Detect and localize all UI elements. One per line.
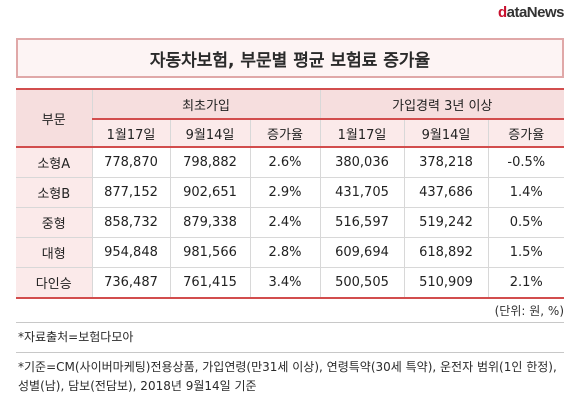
table-cell: 609,694 (320, 237, 405, 268)
divider (16, 352, 564, 353)
table-cell: 1.5% (488, 237, 564, 268)
table-row: 다인승 736,487 761,415 3.4% 500,505 510,909… (16, 267, 564, 299)
table-cell: 431,705 (320, 177, 405, 208)
table-cell: 378,218 (404, 147, 489, 178)
row-category: 중형 (16, 207, 93, 238)
table-cell: 736,487 (92, 267, 171, 299)
logo-letter-d: d (497, 4, 507, 21)
table-cell: 0.5% (488, 207, 564, 238)
table-cell: 519,242 (404, 207, 489, 238)
datanews-logo: dataNews (497, 4, 565, 21)
table-cell: 858,732 (92, 207, 171, 238)
divider (16, 322, 564, 323)
row-category: 소형A (16, 147, 93, 178)
table-cell: 618,892 (404, 237, 489, 268)
table-cell: 1.4% (488, 177, 564, 208)
table-cell: -0.5% (488, 147, 564, 178)
group-header-new-subscriber: 최초가입 (92, 88, 321, 120)
subheader-sep14: 9월14일 (170, 119, 251, 148)
source-note: *자료출처=보험다모아 (18, 330, 134, 344)
table-cell: 2.9% (250, 177, 321, 208)
table-cell: 798,882 (170, 147, 251, 178)
table-cell: 510,909 (404, 267, 489, 299)
criteria-note: *기준=CM(사이버마케팅)전용상품, 가입연령(만31세 이상), 연령특약(… (18, 360, 557, 393)
table-cell: 902,651 (170, 177, 251, 208)
table-cell: 954,848 (92, 237, 171, 268)
subheader-increase-rate: 증가율 (250, 119, 321, 148)
table-cell: 879,338 (170, 207, 251, 238)
table-cell: 2.8% (250, 237, 321, 268)
table-row: 중형 858,732 879,338 2.4% 516,597 519,242 … (16, 207, 564, 238)
table-title: 자동차보험, 부문별 평균 보험료 증가율 (16, 38, 564, 78)
subheader-increase-rate: 증가율 (488, 119, 564, 148)
table-cell: 380,036 (320, 147, 405, 178)
table-cell: 761,415 (170, 267, 251, 299)
table-cell: 778,870 (92, 147, 171, 178)
premium-increase-table: 부문 최초가입 가입경력 3년 이상 1월17일 9월14일 증가율 1월17일… (16, 88, 564, 299)
table-row: 대형 954,848 981,566 2.8% 609,694 618,892 … (16, 237, 564, 268)
subheader-jan17: 1월17일 (320, 119, 405, 148)
row-header-category: 부문 (16, 88, 93, 148)
row-category: 대형 (16, 237, 93, 268)
row-category: 다인승 (16, 267, 93, 299)
table-row: 소형A 778,870 798,882 2.6% 380,036 378,218… (16, 147, 564, 178)
unit-note: (단위: 원, %) (494, 304, 564, 318)
logo-wordmark: ataNews (506, 4, 565, 21)
table-cell: 516,597 (320, 207, 405, 238)
table-cell: 2.6% (250, 147, 321, 178)
table-cell: 2.4% (250, 207, 321, 238)
table-cell: 981,566 (170, 237, 251, 268)
subheader-jan17: 1월17일 (92, 119, 171, 148)
table-cell: 437,686 (404, 177, 489, 208)
row-category: 소형B (16, 177, 93, 208)
table-row: 소형B 877,152 902,651 2.9% 431,705 437,686… (16, 177, 564, 208)
subheader-sep14: 9월14일 (404, 119, 489, 148)
group-header-3yr-experience: 가입경력 3년 이상 (320, 88, 564, 120)
table-cell: 500,505 (320, 267, 405, 299)
table-cell: 2.1% (488, 267, 564, 299)
table-cell: 3.4% (250, 267, 321, 299)
table-cell: 877,152 (92, 177, 171, 208)
